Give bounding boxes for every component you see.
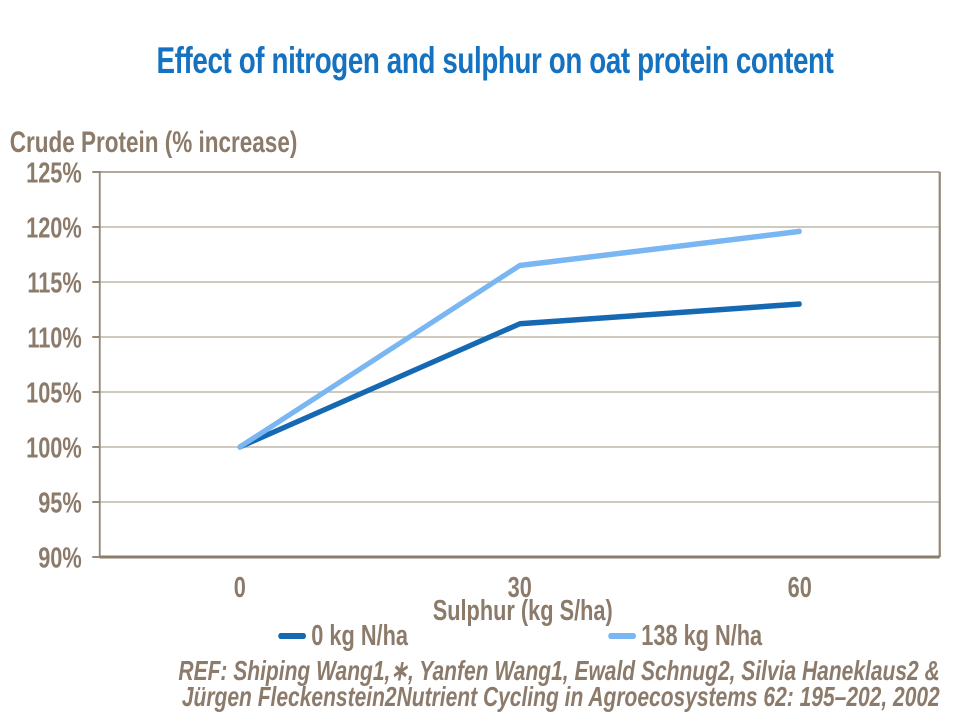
legend-marker-light-blue-line <box>608 633 636 639</box>
legend-marker-dark-blue-line <box>278 633 306 639</box>
x-tick-label: 60 <box>788 572 812 604</box>
reference-line-2: Jürgen Fleckenstein2Nutrient Cycling in … <box>181 681 940 712</box>
chart-title: Effect of nitrogen and sulphur on oat pr… <box>156 40 834 81</box>
y-axis-title: Crude Protein (% increase) <box>9 126 298 159</box>
legend-label: 0 kg N/ha <box>311 620 408 652</box>
x-tick-label: 30 <box>508 572 532 604</box>
series-line-138-kg-n-ha <box>237 228 802 450</box>
x-axis-title: Sulphur (kg S/ha) <box>432 595 613 627</box>
reference-citation: REF: Shiping Wang1,∗, Yanfen Wang1, Ewal… <box>178 655 940 712</box>
legend-item: 138 kg N/ha <box>608 620 763 652</box>
y-tick-label: 125% <box>26 158 82 190</box>
legend-label: 138 kg N/ha <box>641 620 763 652</box>
y-tick-label: 105% <box>26 378 82 410</box>
y-tick-label: 90% <box>38 543 82 575</box>
x-tick-label: 0 <box>234 572 246 604</box>
legend-item: 0 kg N/ha <box>278 620 408 652</box>
y-tick-label: 100% <box>26 433 82 465</box>
y-tick-label: 110% <box>27 323 82 355</box>
series-line-0-kg-n-ha <box>237 301 802 450</box>
y-tick-label: 120% <box>26 213 82 245</box>
y-tick-label: 95% <box>38 488 82 520</box>
y-tick-label: 115% <box>27 268 82 300</box>
reference-line-1: REF: Shiping Wang1,∗, Yanfen Wang1, Ewal… <box>178 655 940 686</box>
